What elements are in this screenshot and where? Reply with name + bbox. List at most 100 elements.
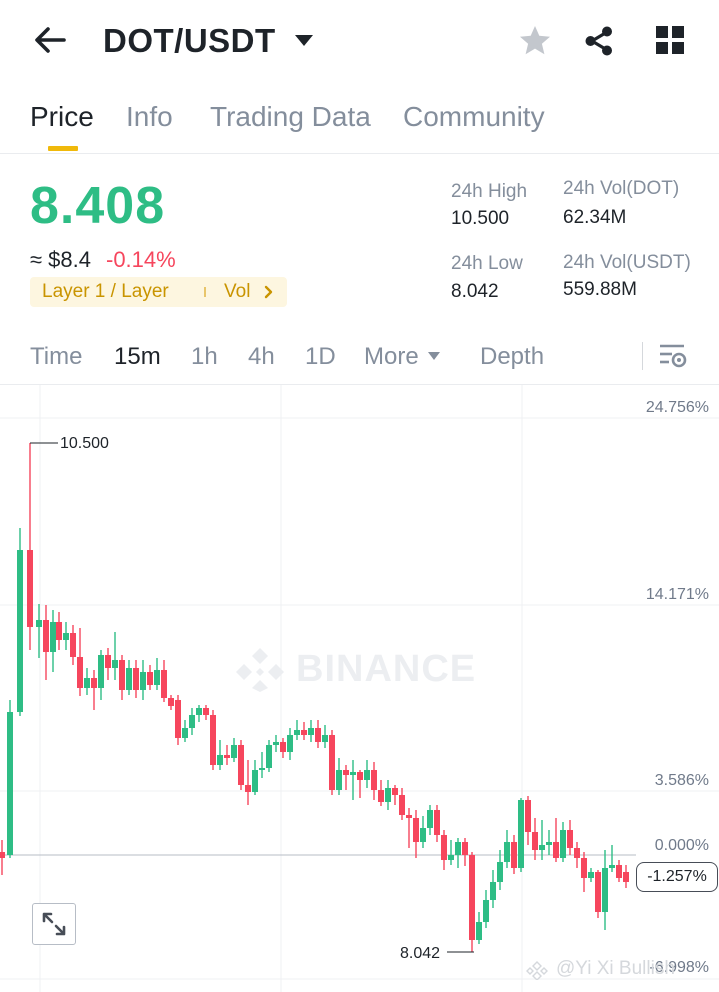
share-icon[interactable] [580, 22, 618, 60]
interval-1h[interactable]: 1h [191, 343, 218, 370]
caret-down-icon[interactable] [292, 31, 316, 51]
interval-1d[interactable]: 1D [305, 343, 336, 370]
interval-more[interactable]: More [364, 343, 419, 370]
candle-body [252, 770, 258, 792]
candle-body [609, 865, 615, 868]
candle-body [483, 900, 489, 922]
candle-body [490, 882, 496, 900]
binance-logo-icon [236, 648, 284, 692]
candle-body [224, 755, 230, 758]
tab-trading-data[interactable]: Trading Data [210, 101, 371, 132]
candle-body [588, 872, 594, 878]
candle-body [7, 712, 13, 855]
caret-down-icon [428, 352, 440, 360]
low-marker-label: 8.042 [400, 945, 441, 962]
candle-body [91, 678, 97, 688]
candle-body [231, 745, 237, 758]
candle-body [70, 633, 76, 657]
watermark-credit: @Yi Xi Bullish [556, 958, 675, 979]
tab-info[interactable]: Info [126, 101, 173, 132]
high-marker-label: 10.500 [60, 435, 109, 452]
tag-vol: Vol [224, 281, 251, 302]
tab-community[interactable]: Community [403, 101, 545, 132]
candle-body [259, 768, 265, 770]
candle-body [119, 660, 125, 690]
back-arrow-icon[interactable] [30, 22, 70, 58]
candle-body [105, 655, 111, 668]
pair-title[interactable]: DOT/USDT [103, 22, 276, 59]
candle-body [476, 922, 482, 940]
chevron-right-icon [264, 285, 273, 299]
candle-body [217, 755, 223, 765]
candle-body [315, 728, 321, 742]
grid-icon[interactable] [652, 22, 688, 58]
candle-body [273, 742, 279, 745]
candle-body [56, 622, 62, 640]
candle-body [441, 835, 447, 860]
candle-body [77, 657, 83, 688]
candle-body [385, 788, 391, 802]
chart-grid [0, 385, 719, 992]
candle-body [322, 735, 328, 742]
low-value: 8.042 [451, 281, 499, 302]
candle-body [210, 715, 216, 765]
candle-body [553, 842, 559, 858]
interval-4h[interactable]: 4h [248, 343, 275, 370]
candle-body [50, 622, 56, 652]
star-icon[interactable] [516, 22, 554, 60]
interval-depth[interactable]: Depth [480, 343, 545, 370]
candle-body [287, 735, 293, 752]
category-tag[interactable]: Layer 1 / Layer Vol [30, 277, 287, 307]
candle-body [196, 708, 202, 715]
candle-body [203, 708, 209, 715]
tag-divider [204, 287, 206, 297]
pct-label-4: 0.000% [654, 837, 709, 854]
candle-body [420, 828, 426, 842]
last-price: 8.408 [30, 177, 166, 235]
candle-body [469, 855, 475, 940]
candle-body [308, 728, 314, 735]
candle-body [357, 772, 363, 780]
candle-body [602, 868, 608, 912]
high-label: 24h High [451, 181, 528, 202]
candle-body [238, 745, 244, 785]
current-price-pct-badge: -1.257% [636, 862, 718, 892]
candle-body [567, 830, 573, 848]
candle-body [336, 770, 342, 790]
candle-body [36, 620, 42, 627]
pct-label-1: 24.756% [645, 399, 709, 416]
interval-15m[interactable]: 15m [114, 343, 161, 370]
candle-body [497, 862, 503, 882]
candle-body [84, 678, 90, 688]
chart-settings-icon[interactable] [656, 340, 688, 372]
candle-body [518, 800, 524, 868]
candle-body [560, 830, 566, 858]
candle-body [17, 550, 23, 712]
candle-body [511, 842, 517, 868]
interval-time[interactable]: Time [30, 343, 83, 370]
candle-body [266, 745, 272, 768]
tab-price[interactable]: Price [30, 101, 94, 132]
candle-body [581, 858, 587, 878]
price-change-percent: -0.14% [106, 247, 176, 272]
candle-body [616, 865, 622, 878]
low-label: 24h Low [451, 253, 523, 274]
candle-body [147, 672, 153, 685]
candle-body [434, 810, 440, 835]
candle-body [364, 770, 370, 780]
candle-body [378, 790, 384, 802]
candle-body [448, 855, 454, 860]
candlestick-chart[interactable] [0, 385, 719, 992]
candle-body [350, 772, 356, 775]
top-tabs: Price Info Trading Data Community [0, 96, 719, 154]
candle-body [161, 670, 167, 698]
candle-body [455, 842, 461, 855]
candle-body [294, 730, 300, 735]
fullscreen-button[interactable] [32, 903, 76, 945]
candle-body [413, 818, 419, 842]
vol-quote-value: 559.88M [563, 279, 637, 300]
watermark-text: BINANCE [296, 648, 477, 690]
candle-body [27, 550, 33, 627]
candle-body [574, 848, 580, 858]
chart-canvas [0, 385, 719, 992]
